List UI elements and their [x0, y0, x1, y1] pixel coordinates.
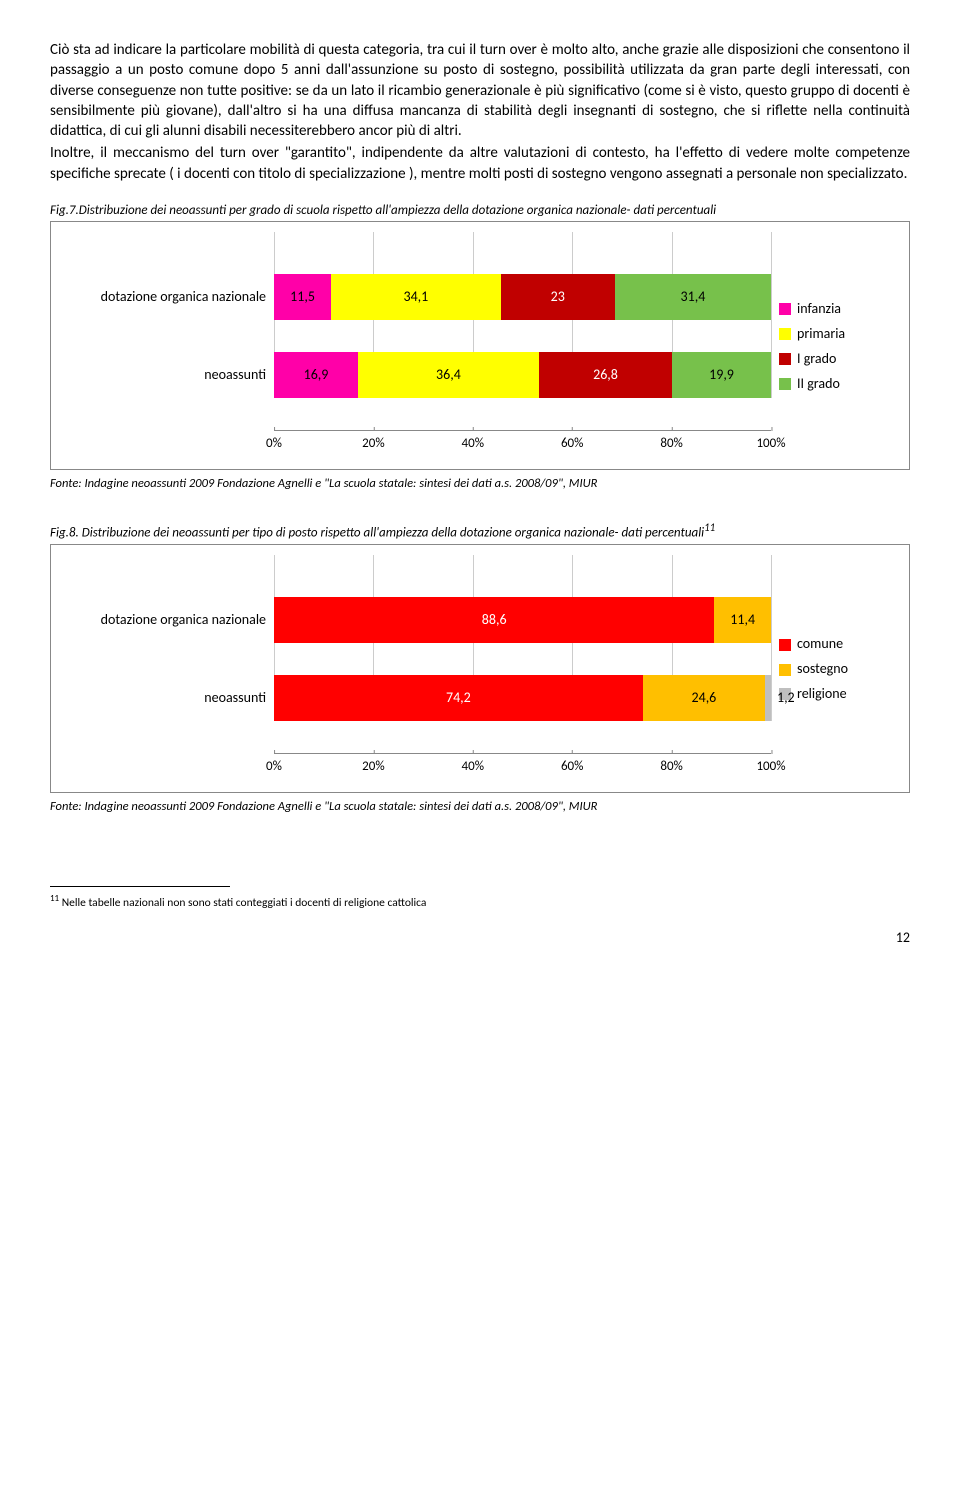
bar-category-label: neoassunti — [61, 366, 274, 385]
legend-item: infanzia — [779, 300, 899, 319]
footnote-separator — [50, 886, 230, 887]
axis-tick: 20% — [362, 435, 384, 453]
bar-segment: 23 — [501, 274, 615, 320]
bar-segment: 36,4 — [358, 352, 539, 398]
axis-tick: 60% — [561, 758, 583, 776]
bar-segment: 24,6 — [643, 675, 765, 721]
bar-segment: 1,2 — [765, 675, 771, 721]
fig8-caption: Fig.8. Distribuzione dei neoassunti per … — [50, 521, 910, 542]
bar-segment: 16,9 — [274, 352, 358, 398]
axis-tick: 100% — [756, 758, 785, 776]
axis-tick: 0% — [266, 435, 282, 453]
footnote: 11 Nelle tabelle nazionali non sono stat… — [50, 893, 910, 911]
axis-tick: 100% — [756, 435, 785, 453]
legend-label: I grado — [797, 350, 836, 369]
paragraph-1: Ciò sta ad indicare la particolare mobil… — [50, 40, 910, 141]
legend-label: religione — [797, 685, 847, 704]
fig8-source: Fonte: Indagine neoassunti 2009 Fondazio… — [50, 799, 910, 816]
bar-segment: 31,4 — [615, 274, 771, 320]
bar-category-label: neoassunti — [61, 689, 274, 708]
bar-segment: 26,8 — [539, 352, 672, 398]
fig7-source: Fonte: Indagine neoassunti 2009 Fondazio… — [50, 476, 910, 493]
legend-item: comune — [779, 635, 899, 654]
legend-item: II grado — [779, 375, 899, 394]
fig7-legend: infanzia primaria I grado II grado — [771, 294, 899, 400]
bar-segment: 11,4 — [714, 597, 771, 643]
bar-segment: 34,1 — [331, 274, 500, 320]
legend-item: primaria — [779, 325, 899, 344]
legend-label: II grado — [797, 375, 840, 394]
axis-tick: 80% — [660, 758, 682, 776]
axis-tick: 60% — [561, 435, 583, 453]
fig7-caption: Fig.7.Distribuzione dei neoassunti per g… — [50, 202, 910, 220]
page-number: 12 — [50, 929, 910, 948]
fig7-chart: dotazione organica nazionale11,534,12331… — [50, 221, 910, 470]
fig8-caption-text: Fig.8. Distribuzione dei neoassunti per … — [50, 526, 704, 541]
bar-segment: 11,5 — [274, 274, 331, 320]
fig8-chart: dotazione organica nazionale88,611,4 neoa… — [50, 544, 910, 793]
bar-segment: 74,2 — [274, 675, 643, 721]
legend-item: I grado — [779, 350, 899, 369]
axis-tick: 40% — [462, 435, 484, 453]
legend-item: religione — [779, 685, 899, 704]
bar-segment: 88,6 — [274, 597, 714, 643]
bar-segment: 19,9 — [672, 352, 771, 398]
axis-tick: 20% — [362, 758, 384, 776]
legend-item: sostegno — [779, 660, 899, 679]
bar-category-label: dotazione organica nazionale — [61, 611, 274, 630]
axis-tick: 80% — [660, 435, 682, 453]
footnote-text: Nelle tabelle nazionali non sono stati c… — [59, 896, 426, 910]
legend-label: primaria — [797, 325, 845, 344]
legend-label: sostegno — [797, 660, 848, 679]
legend-label: comune — [797, 635, 843, 654]
footnote-num: 11 — [50, 893, 59, 904]
axis-tick: 40% — [462, 758, 484, 776]
axis-tick: 0% — [266, 758, 282, 776]
legend-label: infanzia — [797, 300, 841, 319]
bar-category-label: dotazione organica nazionale — [61, 288, 274, 307]
paragraph-2: Inoltre, il meccanismo del turn over "ga… — [50, 143, 910, 184]
fig8-caption-sup: 11 — [704, 521, 715, 534]
